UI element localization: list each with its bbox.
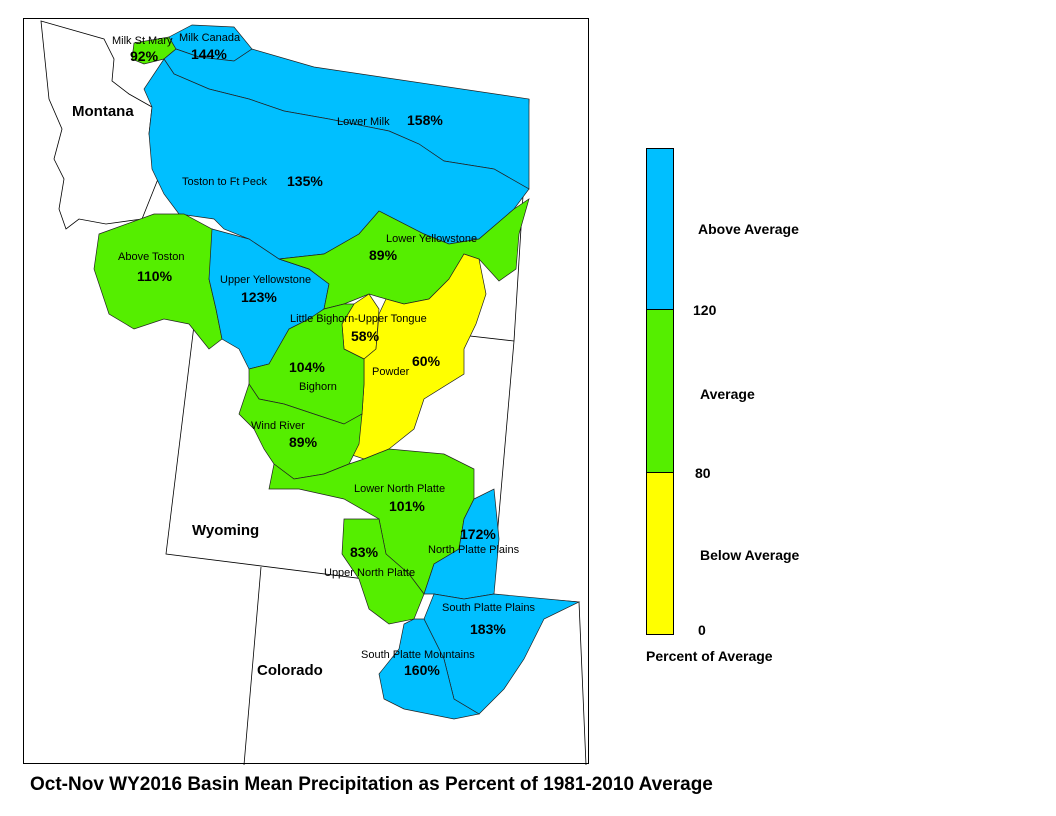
percent-milk-st-mary: 92% bbox=[130, 48, 159, 64]
basin-south-platte-mountains bbox=[378, 618, 480, 720]
basin-label-upper-yellowstone: Upper Yellowstone bbox=[220, 274, 311, 286]
state-label-colorado: Colorado bbox=[257, 662, 323, 679]
basin-label-little-bighorn-upper-tongue: Little Bighorn-Upper Tongue bbox=[290, 313, 427, 325]
state-label-wyoming: Wyoming bbox=[192, 522, 259, 539]
legend-label-below: Below Average bbox=[700, 547, 800, 563]
basin-label-milk-canada: Milk Canada bbox=[179, 32, 241, 44]
state-label-montana: Montana bbox=[72, 103, 134, 120]
map-frame: Montana Wyoming Colorado Milk St Mary Mi… bbox=[23, 18, 589, 765]
basin-label-south-platte-mountains: South Platte Mountains bbox=[361, 649, 475, 661]
percent-wind-river: 89% bbox=[289, 434, 318, 450]
basin-label-lower-north-platte: Lower North Platte bbox=[354, 483, 445, 495]
percent-lower-yellowstone: 89% bbox=[369, 247, 398, 263]
percent-powder: 60% bbox=[412, 353, 441, 369]
legend-swatch-above bbox=[646, 148, 674, 310]
percent-south-platte-mountains: 160% bbox=[404, 662, 440, 678]
basin-label-upper-north-platte: Upper North Platte bbox=[324, 567, 415, 579]
basin-label-powder: Powder bbox=[372, 366, 410, 378]
percent-milk-canada: 144% bbox=[191, 46, 227, 62]
basin-label-milk-st-mary: Milk St Mary bbox=[112, 35, 173, 47]
percent-labels: 92% 144% 158% 135% 110% 123% 89% 58% 60%… bbox=[130, 46, 506, 678]
percent-bighorn: 104% bbox=[289, 359, 325, 375]
legend-swatch-below bbox=[646, 473, 674, 635]
basin-label-north-platte-plains: North Platte Plains bbox=[428, 544, 520, 556]
legend-break-80: 80 bbox=[695, 465, 711, 481]
state-labels: Montana Wyoming Colorado bbox=[72, 103, 323, 679]
basin-map: Montana Wyoming Colorado Milk St Mary Mi… bbox=[40, 20, 587, 765]
percent-little-bighorn-upper-tongue: 58% bbox=[351, 328, 380, 344]
basin-label-bighorn: Bighorn bbox=[299, 381, 337, 393]
percent-lower-milk: 158% bbox=[407, 112, 443, 128]
percent-north-platte-plains: 172% bbox=[460, 526, 496, 542]
legend-break-120: 120 bbox=[693, 302, 717, 318]
percent-lower-north-platte: 101% bbox=[389, 498, 425, 514]
percent-above-toston: 110% bbox=[137, 268, 173, 284]
basins bbox=[93, 24, 581, 720]
percent-upper-yellowstone: 123% bbox=[241, 289, 277, 305]
legend-swatch-average bbox=[646, 310, 674, 473]
legend-label-average: Average bbox=[700, 386, 755, 402]
basin-label-toston-to-ft-peck: Toston to Ft Peck bbox=[182, 176, 267, 188]
percent-toston-to-ft-peck: 135% bbox=[287, 173, 323, 189]
legend-break-0: 0 bbox=[698, 622, 706, 638]
basin-label-lower-yellowstone: Lower Yellowstone bbox=[386, 233, 477, 245]
basin-label-wind-river: Wind River bbox=[251, 420, 305, 432]
legend-label-above: Above Average bbox=[698, 221, 799, 237]
basin-label-lower-milk: Lower Milk bbox=[337, 116, 390, 128]
legend-title: Percent of Average bbox=[646, 648, 773, 664]
basin-powder bbox=[343, 253, 487, 460]
basin-label-south-platte-plains: South Platte Plains bbox=[442, 602, 535, 614]
wyoming-outline bbox=[165, 308, 515, 596]
map-title: Oct-Nov WY2016 Basin Mean Precipitation … bbox=[30, 774, 713, 795]
basin-name-labels: Milk St Mary Milk Canada Lower Milk Tost… bbox=[112, 32, 535, 661]
percent-south-platte-plains: 183% bbox=[470, 621, 506, 637]
basin-label-above-toston: Above Toston bbox=[118, 251, 184, 263]
percent-upper-north-platte: 83% bbox=[350, 544, 379, 560]
